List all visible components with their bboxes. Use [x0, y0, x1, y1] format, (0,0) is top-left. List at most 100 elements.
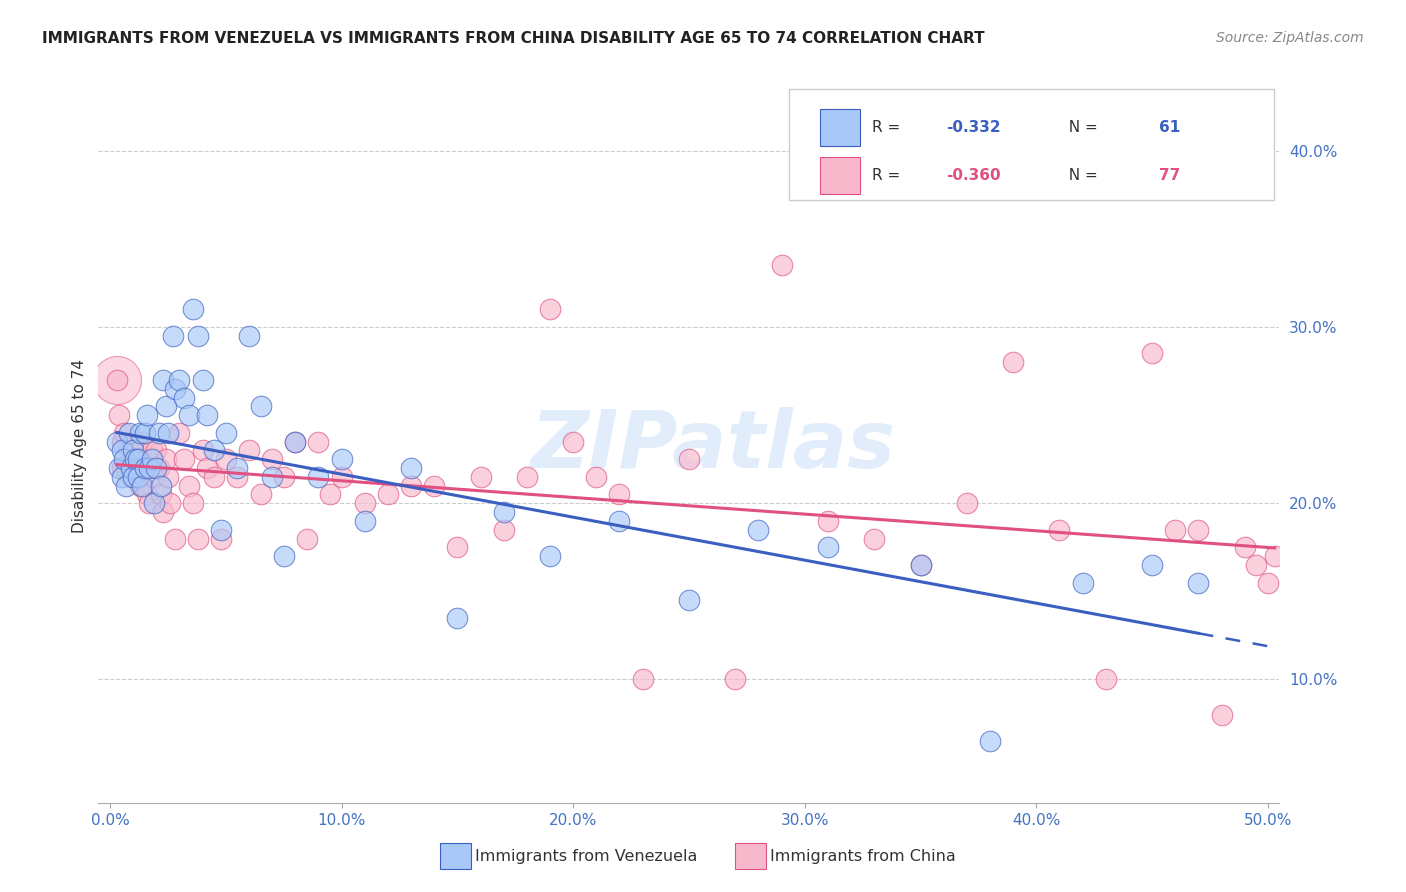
Point — [131, 434, 153, 449]
Point — [124, 461, 146, 475]
Point — [129, 478, 152, 492]
Point — [127, 452, 149, 467]
Point — [149, 487, 172, 501]
Point — [155, 452, 177, 467]
Point — [1140, 558, 1163, 572]
Point — [195, 408, 218, 422]
Point — [187, 532, 209, 546]
Point — [191, 373, 214, 387]
Point — [127, 452, 149, 467]
Point — [353, 514, 375, 528]
Text: N =: N = — [1059, 168, 1102, 183]
Point — [817, 514, 839, 528]
Point — [143, 496, 166, 510]
Point — [162, 329, 184, 343]
Point — [177, 478, 200, 492]
Point — [910, 558, 932, 572]
Point — [127, 470, 149, 484]
Point — [678, 593, 700, 607]
Point — [115, 478, 138, 492]
Text: Immigrants from China: Immigrants from China — [770, 849, 956, 863]
Point — [110, 434, 132, 449]
Point — [631, 673, 654, 687]
Point — [138, 496, 160, 510]
Point — [446, 541, 468, 555]
Point — [516, 470, 538, 484]
Text: -0.332: -0.332 — [946, 120, 1001, 135]
Point — [122, 443, 145, 458]
Point — [122, 470, 145, 484]
Point — [1264, 549, 1286, 563]
Point — [108, 408, 131, 422]
Point — [238, 443, 260, 458]
Point — [492, 505, 515, 519]
Point — [330, 470, 353, 484]
Point — [120, 470, 142, 484]
Point — [136, 408, 159, 422]
Point — [1257, 575, 1279, 590]
Point — [979, 734, 1001, 748]
Point — [112, 425, 135, 440]
Point — [817, 541, 839, 555]
FancyBboxPatch shape — [820, 157, 860, 194]
Point — [1211, 707, 1233, 722]
Point — [262, 470, 284, 484]
Point — [747, 523, 769, 537]
Point — [163, 382, 186, 396]
Point — [136, 487, 159, 501]
Point — [173, 452, 195, 467]
Point — [249, 400, 271, 414]
Point — [226, 461, 249, 475]
Point — [1071, 575, 1094, 590]
Point — [1233, 541, 1256, 555]
Point — [215, 452, 238, 467]
Point — [112, 452, 135, 467]
Point — [156, 470, 179, 484]
Point — [538, 549, 561, 563]
Point — [202, 443, 225, 458]
Point — [152, 373, 174, 387]
Point — [262, 452, 284, 467]
Point — [1140, 346, 1163, 360]
Point — [122, 434, 145, 449]
Point — [609, 514, 631, 528]
Point — [145, 461, 167, 475]
Point — [141, 443, 163, 458]
Point — [295, 532, 318, 546]
Text: ZIPatlas: ZIPatlas — [530, 407, 896, 485]
Point — [307, 434, 329, 449]
Point — [110, 461, 132, 475]
Point — [187, 329, 209, 343]
Point — [284, 434, 307, 449]
Text: N =: N = — [1059, 120, 1102, 135]
Point — [105, 373, 128, 387]
Point — [399, 478, 422, 492]
Point — [1094, 673, 1116, 687]
Point — [148, 461, 170, 475]
Point — [145, 443, 167, 458]
Point — [173, 391, 195, 405]
Point — [117, 443, 139, 458]
Point — [152, 505, 174, 519]
Point — [273, 549, 295, 563]
Point — [678, 452, 700, 467]
Point — [134, 425, 156, 440]
Point — [273, 470, 295, 484]
Point — [124, 452, 146, 467]
Point — [134, 461, 156, 475]
Point — [129, 425, 152, 440]
Point — [377, 487, 399, 501]
Point — [307, 470, 329, 484]
Point — [1246, 558, 1268, 572]
Point — [156, 425, 179, 440]
Text: R =: R = — [872, 168, 905, 183]
Point — [1187, 575, 1209, 590]
Point — [105, 373, 128, 387]
Point — [910, 558, 932, 572]
Text: 77: 77 — [1159, 168, 1180, 183]
Point — [724, 673, 747, 687]
Point — [177, 408, 200, 422]
FancyBboxPatch shape — [820, 109, 860, 145]
Point — [117, 425, 139, 440]
Point — [131, 478, 153, 492]
